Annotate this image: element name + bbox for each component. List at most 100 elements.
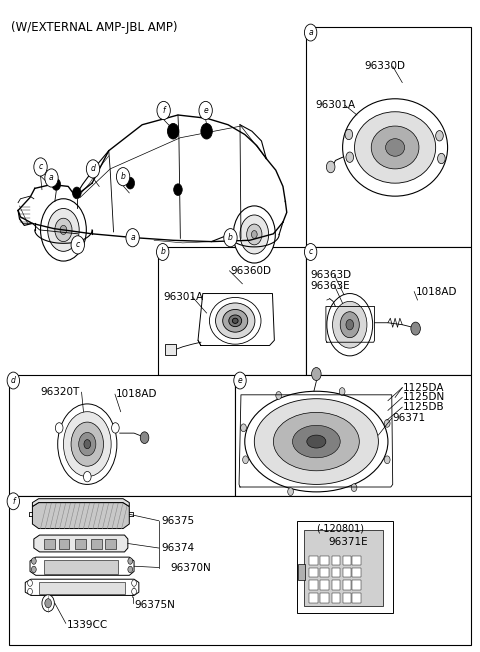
Text: c: c xyxy=(76,241,80,249)
Circle shape xyxy=(32,566,36,572)
Bar xyxy=(343,556,351,565)
Circle shape xyxy=(436,130,444,141)
Circle shape xyxy=(326,161,335,173)
Ellipse shape xyxy=(245,391,388,492)
Ellipse shape xyxy=(343,98,447,196)
Ellipse shape xyxy=(216,303,255,338)
Text: 96371: 96371 xyxy=(393,413,426,423)
Circle shape xyxy=(52,179,60,190)
Circle shape xyxy=(345,129,353,140)
Text: 1125DA: 1125DA xyxy=(403,383,444,393)
Circle shape xyxy=(7,493,20,510)
Circle shape xyxy=(84,471,91,482)
Bar xyxy=(9,496,471,645)
Text: 96301A: 96301A xyxy=(164,292,204,302)
Circle shape xyxy=(252,231,257,239)
Text: f: f xyxy=(12,497,14,506)
Circle shape xyxy=(116,168,130,186)
Text: c: c xyxy=(38,162,43,171)
Circle shape xyxy=(333,301,367,348)
Ellipse shape xyxy=(229,315,241,327)
Bar xyxy=(309,567,318,576)
Bar xyxy=(44,539,55,550)
Circle shape xyxy=(247,224,262,245)
Circle shape xyxy=(42,595,54,612)
Circle shape xyxy=(55,218,72,242)
Circle shape xyxy=(111,422,119,433)
Bar xyxy=(332,556,340,565)
Circle shape xyxy=(63,411,111,477)
Circle shape xyxy=(304,24,317,41)
Bar xyxy=(75,539,86,550)
Text: 96320T: 96320T xyxy=(40,387,80,397)
Circle shape xyxy=(201,123,212,139)
Circle shape xyxy=(128,557,132,564)
Ellipse shape xyxy=(371,126,419,169)
Bar xyxy=(320,567,329,576)
Circle shape xyxy=(45,599,51,608)
Text: d: d xyxy=(11,376,16,385)
Text: 96330D: 96330D xyxy=(364,61,405,71)
Circle shape xyxy=(242,456,248,464)
Bar xyxy=(320,556,329,565)
Bar xyxy=(91,539,102,550)
Text: a: a xyxy=(308,28,313,37)
Ellipse shape xyxy=(307,435,326,448)
Bar xyxy=(352,593,361,602)
Text: e: e xyxy=(203,106,208,115)
Circle shape xyxy=(132,588,136,595)
Text: 1125DN: 1125DN xyxy=(403,393,445,402)
Circle shape xyxy=(55,422,63,433)
Text: a: a xyxy=(130,233,135,242)
Bar xyxy=(332,593,340,602)
Circle shape xyxy=(276,392,281,400)
Text: 96375N: 96375N xyxy=(134,600,175,610)
Ellipse shape xyxy=(232,318,238,323)
Circle shape xyxy=(199,101,212,119)
Circle shape xyxy=(126,229,139,247)
Bar xyxy=(304,530,383,606)
Circle shape xyxy=(157,101,170,119)
Circle shape xyxy=(351,484,357,492)
Circle shape xyxy=(240,424,246,432)
Text: 96301A: 96301A xyxy=(315,100,356,110)
Bar xyxy=(38,582,125,594)
Circle shape xyxy=(40,199,86,261)
Circle shape xyxy=(28,588,33,595)
Bar xyxy=(158,247,306,376)
Bar xyxy=(309,580,318,589)
Bar xyxy=(59,539,69,550)
Bar xyxy=(306,247,471,376)
Bar xyxy=(343,593,351,602)
Text: 1018AD: 1018AD xyxy=(116,389,157,399)
Circle shape xyxy=(384,419,390,427)
Bar xyxy=(9,376,235,496)
Circle shape xyxy=(411,322,420,335)
Circle shape xyxy=(71,422,104,466)
Circle shape xyxy=(233,206,276,263)
Text: 96360D: 96360D xyxy=(230,266,272,276)
Text: b: b xyxy=(120,172,125,181)
Text: 1018AD: 1018AD xyxy=(416,287,457,297)
Bar xyxy=(352,556,361,565)
Bar xyxy=(165,344,176,355)
Ellipse shape xyxy=(292,425,340,458)
Text: 96371E: 96371E xyxy=(328,537,368,546)
Bar xyxy=(309,593,318,602)
Circle shape xyxy=(174,184,182,196)
Text: 1339CC: 1339CC xyxy=(67,619,108,630)
Circle shape xyxy=(438,153,445,164)
Bar xyxy=(343,580,351,589)
Circle shape xyxy=(234,372,246,389)
Circle shape xyxy=(60,226,67,235)
Ellipse shape xyxy=(209,297,261,344)
Ellipse shape xyxy=(223,310,248,332)
Bar xyxy=(44,559,118,574)
Text: a: a xyxy=(49,173,54,183)
Ellipse shape xyxy=(274,412,360,471)
Bar xyxy=(343,567,351,576)
Circle shape xyxy=(384,456,390,464)
Text: b: b xyxy=(160,248,165,256)
Circle shape xyxy=(346,152,354,162)
Bar xyxy=(235,376,471,496)
